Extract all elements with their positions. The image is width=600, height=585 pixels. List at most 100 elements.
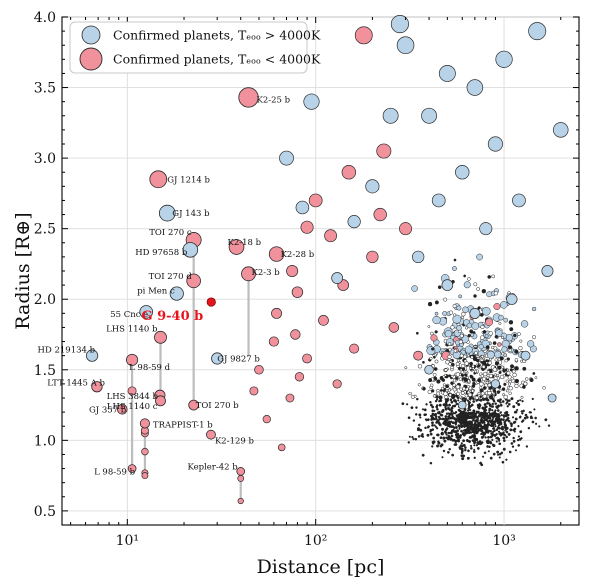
- tick-labels: 10¹ 10² 10³ 0.5 1.0 1.5 2.0 2.5 3.0 3.5 4.0: [34, 10, 516, 549]
- background-planet-point: [482, 371, 488, 377]
- background-planet-point: [458, 420, 461, 424]
- background-planet-point: [492, 341, 497, 345]
- background-planet-point: [469, 408, 472, 412]
- background-planet-point: [452, 314, 462, 324]
- background-planet-point: [498, 442, 502, 446]
- highlight-planet-label: G 9-40 b: [141, 309, 203, 324]
- background-planet-point: [502, 447, 506, 451]
- background-planet-point: [445, 412, 449, 415]
- background-planet-point: [443, 417, 447, 421]
- background-planet-point: [491, 443, 495, 446]
- background-planet-point: [453, 258, 457, 262]
- background-planet-point: [434, 359, 439, 364]
- background-planet-point: [412, 419, 416, 422]
- background-planet-point: [463, 274, 467, 278]
- background-planet-point: [429, 432, 433, 436]
- background-planet-point: [469, 375, 474, 379]
- background-planet-point: [510, 377, 514, 381]
- background-planet-point: [475, 439, 478, 442]
- background-planet-point: [421, 408, 425, 411]
- planet-point: [479, 222, 493, 236]
- planet-label: LTT 1445 A b: [47, 379, 105, 389]
- background-planet-point: [464, 345, 473, 354]
- background-planet-point: [452, 426, 456, 430]
- x-tick-label: 10²: [304, 533, 327, 549]
- background-planet-point: [485, 425, 488, 429]
- planet-point: [318, 315, 329, 326]
- background-planet-point: [488, 395, 494, 400]
- background-planet-point: [520, 320, 529, 328]
- planet-points: [85, 14, 569, 505]
- background-planet-point: [472, 435, 476, 439]
- legend-marker-hot: [81, 25, 101, 45]
- background-planet-point: [509, 327, 514, 332]
- planet-labels: K2-25 b GJ 1214 b GJ 143 b TOI 270 c HD 9765…: [38, 95, 315, 477]
- background-planet-point: [508, 348, 512, 353]
- background-planet-point: [469, 366, 473, 370]
- background-planet-point: [449, 359, 453, 363]
- background-planet-point: [426, 346, 436, 356]
- background-planet-point: [445, 427, 449, 430]
- background-planet-point: [445, 384, 449, 389]
- y-tick-label: 1.0: [34, 433, 56, 449]
- planet-point: [294, 372, 305, 382]
- background-planet-point: [471, 364, 475, 368]
- background-planet-point: [425, 403, 428, 406]
- background-planet-point: [517, 424, 520, 428]
- background-planet-point: [471, 322, 480, 330]
- background-planet-point: [478, 412, 481, 416]
- background-planet-point: [459, 368, 463, 372]
- background-planet-point: [446, 450, 450, 454]
- planet-label: HD 97658 b: [135, 248, 188, 258]
- background-planet-point: [516, 408, 519, 411]
- labeled-planet-point: [139, 418, 150, 429]
- background-planet-point: [514, 449, 518, 452]
- background-planet-point: [509, 428, 513, 432]
- background-planet-point: [512, 372, 517, 378]
- planet-point: [271, 307, 283, 319]
- background-planet-point: [481, 376, 487, 381]
- background-planet-point: [502, 393, 505, 397]
- background-planet-point: [464, 448, 467, 452]
- background-planet-point: [435, 398, 439, 401]
- background-planet-point: [415, 406, 418, 409]
- background-planet-point: [462, 354, 467, 359]
- background-planet-point: [532, 372, 536, 375]
- planet-point: [141, 472, 149, 480]
- background-planet-point: [463, 434, 466, 437]
- background-planet-point: [464, 361, 469, 366]
- labeled-planet-point: [186, 273, 201, 289]
- background-planet-point: [497, 415, 500, 418]
- background-planet-point: [431, 409, 435, 413]
- background-planet-point: [487, 411, 491, 414]
- background-planet-point: [522, 409, 525, 413]
- background-planet-point: [460, 411, 464, 415]
- background-planet-point: [443, 422, 447, 426]
- background-planet-point: [476, 410, 480, 414]
- planet-label: GJ 1214 b: [167, 175, 210, 185]
- background-planet-point: [534, 422, 538, 425]
- background-planet-point: [480, 374, 484, 378]
- labeled-planet-point: [228, 239, 245, 255]
- planet-label: K2-28 b: [281, 250, 315, 260]
- background-planet-point: [488, 373, 493, 378]
- background-planet-point: [502, 431, 505, 434]
- background-planet-point: [481, 321, 485, 325]
- background-planet-point: [499, 374, 505, 380]
- background-planet-point: [475, 429, 479, 433]
- background-planet-point: [466, 322, 473, 329]
- background-planet-point: [447, 342, 452, 346]
- background-planet-point: [493, 291, 499, 296]
- background-planet-point: [492, 367, 497, 372]
- background-planet-point: [437, 421, 441, 425]
- background-planet-point: [462, 347, 466, 351]
- background-planet-point: [524, 413, 528, 417]
- background-planet-point: [459, 333, 464, 338]
- planet-label: GJ 357 b: [89, 405, 127, 415]
- planet-point: [303, 93, 320, 110]
- background-planet-point: [506, 371, 511, 376]
- background-planet-point: [487, 423, 491, 427]
- planet-point: [547, 393, 557, 403]
- background-planet-point: [478, 344, 484, 350]
- background-planet-point: [458, 436, 462, 439]
